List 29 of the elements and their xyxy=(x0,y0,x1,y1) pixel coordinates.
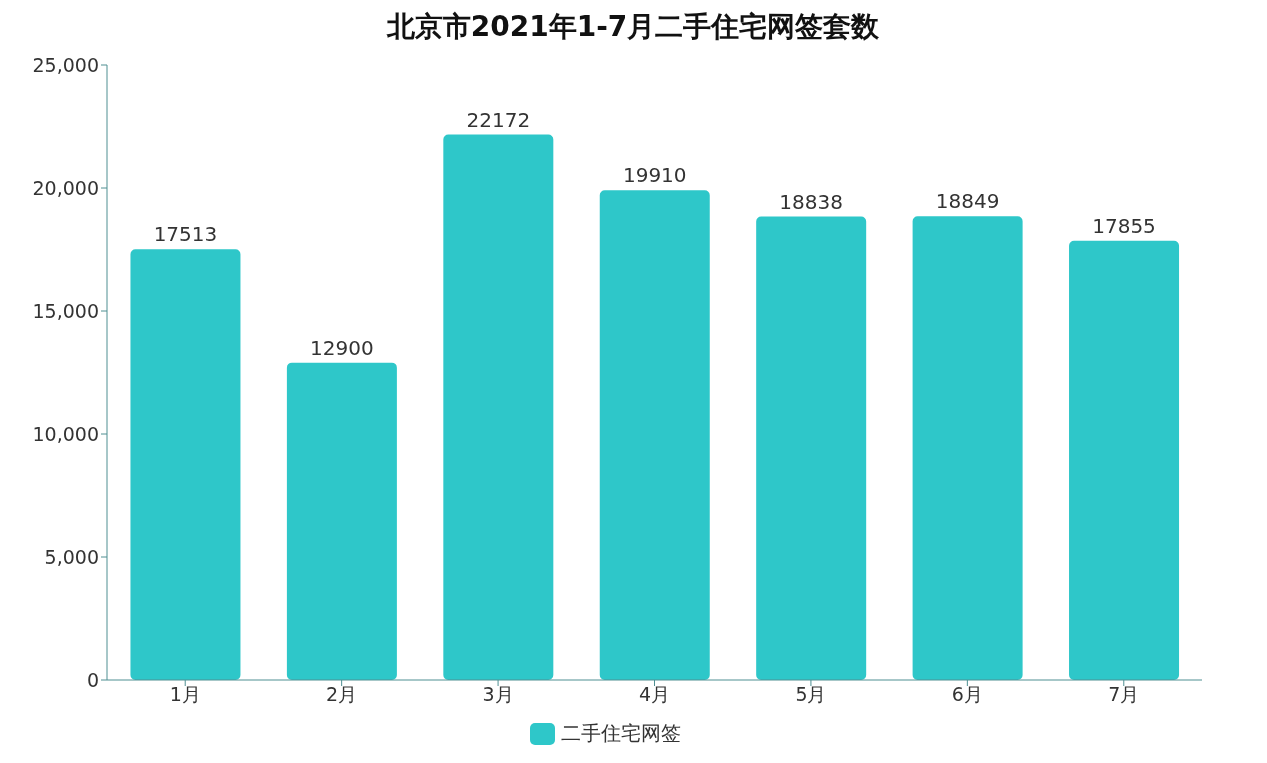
y-tick-label: 10,000 xyxy=(32,422,99,445)
y-tick-label: 25,000 xyxy=(32,53,99,76)
bar xyxy=(912,216,1023,680)
data-label: 17513 xyxy=(153,222,218,247)
x-tick-label: 2月 xyxy=(326,683,358,706)
x-tick-label: 5月 xyxy=(795,683,827,706)
y-tick-label: 0 xyxy=(86,668,99,691)
x-tick-label: 7月 xyxy=(1108,683,1140,706)
data-label: 22172 xyxy=(466,107,531,132)
bar xyxy=(1069,240,1180,680)
chart-title: 北京市2021年1-7月二手住宅网签套数 xyxy=(385,9,881,45)
bar xyxy=(286,362,397,680)
x-tick-label: 6月 xyxy=(951,683,983,706)
y-tick-label: 15,000 xyxy=(32,299,99,322)
bar xyxy=(756,216,867,680)
x-tick-label: 4月 xyxy=(638,683,671,706)
x-tick-label: 1月 xyxy=(169,683,201,706)
y-tick-label: 20,000 xyxy=(32,176,99,199)
bar xyxy=(130,249,241,680)
data-label: 17855 xyxy=(1092,213,1156,238)
y-tick-label: 5,000 xyxy=(44,545,99,568)
data-label: 19910 xyxy=(622,163,687,188)
data-label: 12900 xyxy=(310,335,374,360)
data-label: 18838 xyxy=(779,189,843,214)
data-label: 18849 xyxy=(935,189,1000,214)
bar xyxy=(599,190,710,680)
legend-label: 二手住宅网签 xyxy=(560,720,681,747)
bar xyxy=(443,134,554,680)
x-tick-label: 3月 xyxy=(482,683,514,706)
